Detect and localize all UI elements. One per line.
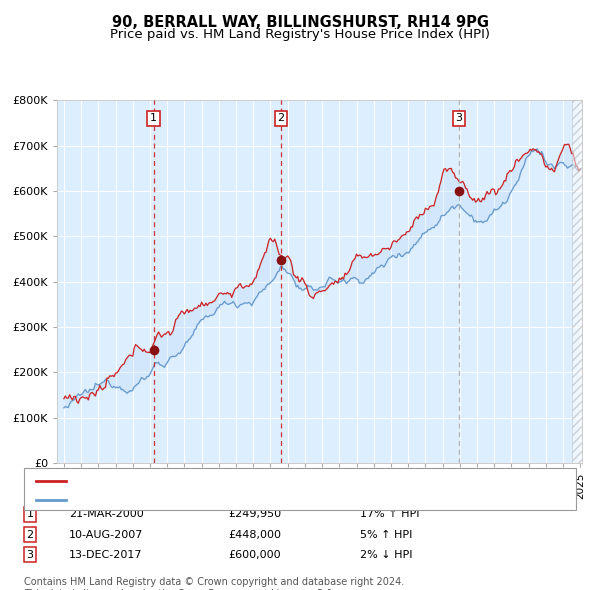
Text: 2: 2: [26, 530, 34, 539]
Text: 5% ↑ HPI: 5% ↑ HPI: [360, 530, 412, 539]
Text: Contains HM Land Registry data © Crown copyright and database right 2024.: Contains HM Land Registry data © Crown c…: [24, 577, 404, 587]
Text: 90, BERRALL WAY, BILLINGSHURST, RH14 9PG (detached house): 90, BERRALL WAY, BILLINGSHURST, RH14 9PG…: [75, 476, 434, 486]
Text: 2% ↓ HPI: 2% ↓ HPI: [360, 550, 413, 559]
Text: 10-AUG-2007: 10-AUG-2007: [69, 530, 143, 539]
Text: £600,000: £600,000: [228, 550, 281, 559]
Text: 3: 3: [26, 550, 34, 559]
Text: 13-DEC-2017: 13-DEC-2017: [69, 550, 143, 559]
Text: 90, BERRALL WAY, BILLINGSHURST, RH14 9PG: 90, BERRALL WAY, BILLINGSHURST, RH14 9PG: [112, 15, 488, 30]
Text: 3: 3: [455, 113, 463, 123]
Text: Price paid vs. HM Land Registry's House Price Index (HPI): Price paid vs. HM Land Registry's House …: [110, 28, 490, 41]
Text: £448,000: £448,000: [228, 530, 281, 539]
Bar: [572, 100, 582, 463]
Text: 17% ↑ HPI: 17% ↑ HPI: [360, 510, 419, 519]
Text: £249,950: £249,950: [228, 510, 281, 519]
Text: HPI: Average price, detached house, Horsham: HPI: Average price, detached house, Hors…: [75, 495, 332, 504]
Bar: [572, 100, 582, 463]
Text: 21-MAR-2000: 21-MAR-2000: [69, 510, 144, 519]
Text: 1: 1: [26, 510, 34, 519]
Text: 2: 2: [278, 113, 284, 123]
Text: 1: 1: [150, 113, 157, 123]
Text: This data is licensed under the Open Government Licence v3.0.: This data is licensed under the Open Gov…: [24, 589, 335, 590]
